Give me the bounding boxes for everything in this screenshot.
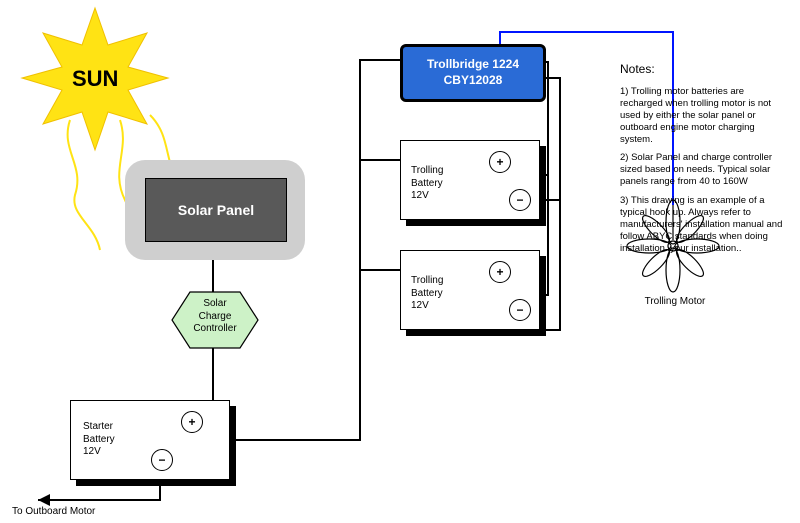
tb1-l2: Battery (411, 178, 443, 191)
trollbridge-label: Trollbridge 1224 CBY12028 (427, 57, 519, 88)
tb2-pos: + (489, 261, 511, 283)
solar-panel-label: Solar Panel (178, 202, 254, 218)
scc-l2: Charge (183, 311, 247, 324)
tb1-pos: + (489, 151, 511, 173)
notes-3: 3) This drawing is an example of a typic… (620, 195, 788, 254)
sb-text: Starter Battery 12V (83, 421, 115, 459)
sb-l2: Battery (83, 434, 115, 447)
sb-neg: − (151, 449, 173, 471)
notes-block: Notes: 1) Trolling motor batteries are r… (620, 62, 788, 254)
tb2-text: Trolling Battery 12V (411, 275, 443, 313)
notes-title: Notes: (620, 62, 788, 76)
tb2-l3: 12V (411, 300, 443, 313)
notes-1: 1) Trolling motor batteries are recharge… (620, 86, 788, 145)
trolling-battery-1: Trolling Battery 12V + − (400, 140, 540, 220)
trolling-motor-label: Trolling Motor (635, 296, 715, 309)
tb-l2: CBY12028 (427, 73, 519, 89)
outboard-arrow (38, 494, 50, 506)
sun-label: SUN (72, 66, 118, 92)
trolling-battery-2: Trolling Battery 12V + − (400, 250, 540, 330)
solar-housing: Solar Panel (125, 160, 305, 260)
scc-l3: Controller (183, 323, 247, 336)
tb2-l2: Battery (411, 288, 443, 301)
tb2-neg: − (509, 299, 531, 321)
tb1-neg: − (509, 189, 531, 211)
diagram-canvas: SUN Solar Panel Solar Charge Controller … (0, 0, 800, 523)
scc-l1: Solar (183, 298, 247, 311)
trollbridge-box: Trollbridge 1224 CBY12028 (400, 44, 546, 102)
tb1-l1: Trolling (411, 165, 443, 178)
sb-l3: 12V (83, 446, 115, 459)
tb1-text: Trolling Battery 12V (411, 165, 443, 203)
tb1-l3: 12V (411, 190, 443, 203)
outboard-label: To Outboard Motor (12, 506, 95, 519)
sb-l1: Starter (83, 421, 115, 434)
sb-pos: + (181, 411, 203, 433)
starter-battery: Starter Battery 12V + − (70, 400, 230, 480)
tb2-l1: Trolling (411, 275, 443, 288)
solar-panel: Solar Panel (145, 178, 287, 242)
tb-l1: Trollbridge 1224 (427, 57, 519, 73)
notes-2: 2) Solar Panel and charge controller siz… (620, 152, 788, 188)
scc-label: Solar Charge Controller (183, 298, 247, 336)
